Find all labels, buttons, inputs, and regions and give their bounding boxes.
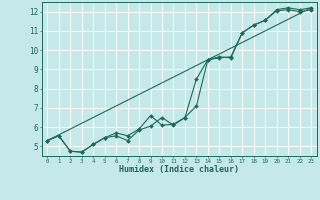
X-axis label: Humidex (Indice chaleur): Humidex (Indice chaleur) — [119, 165, 239, 174]
